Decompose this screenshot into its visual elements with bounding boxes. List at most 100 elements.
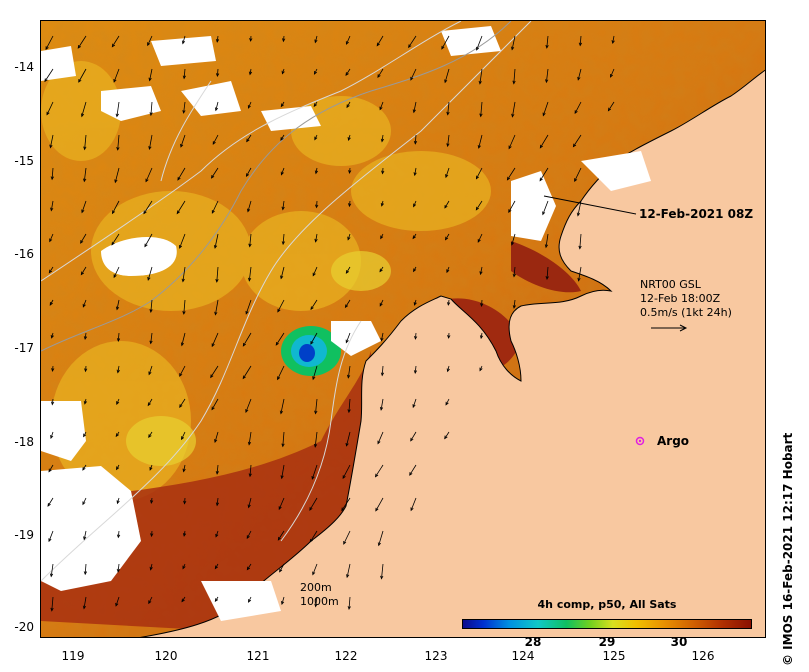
current-vector <box>49 233 54 242</box>
current-vector <box>150 299 153 313</box>
current-vector-head <box>80 271 85 276</box>
current-vector <box>481 299 483 307</box>
current-vector-head <box>180 342 185 347</box>
current-vector-head <box>147 402 151 407</box>
current-vector-head <box>279 410 284 415</box>
current-vector <box>345 332 351 343</box>
current-vector-head <box>246 138 250 143</box>
current-vector <box>179 398 186 408</box>
current-vector-head <box>309 538 313 543</box>
current-vector-head <box>44 78 48 83</box>
current-vector <box>278 497 285 510</box>
current-vector-head <box>248 473 252 478</box>
current-vector-head <box>545 79 549 84</box>
current-vector-head <box>343 541 347 545</box>
current-vector-head <box>210 374 214 379</box>
current-vector <box>375 464 384 477</box>
current-vector-head <box>444 204 448 209</box>
current-vector-head <box>381 170 385 175</box>
current-vector-head <box>314 39 318 44</box>
current-vector-head <box>242 342 247 347</box>
current-vector <box>116 101 120 117</box>
current-vector <box>81 101 87 117</box>
current-vector-head <box>247 441 252 446</box>
current-vector-head <box>542 112 546 117</box>
current-vector <box>444 431 450 439</box>
current-vector <box>414 167 417 176</box>
current-vector-head <box>374 473 379 478</box>
current-vector <box>413 200 417 207</box>
current-vector-head <box>211 343 215 348</box>
current-vector <box>444 68 450 83</box>
current-vector-head <box>346 574 350 579</box>
current-vector <box>346 431 351 446</box>
current-vector <box>144 233 153 247</box>
current-vector-head <box>511 46 515 51</box>
current-vector-head <box>83 400 88 405</box>
current-vector-head <box>412 404 416 409</box>
current-vector-head <box>115 306 120 311</box>
current-vector-head <box>377 440 381 445</box>
current-vector <box>375 497 384 511</box>
current-vector-head <box>111 43 116 48</box>
current-vector <box>508 200 516 213</box>
current-vector-head <box>280 103 285 108</box>
current-vector-head <box>82 466 86 471</box>
current-vector-head <box>477 239 481 243</box>
current-vector-head <box>348 203 352 208</box>
current-vector <box>410 497 417 511</box>
current-vector <box>149 134 153 150</box>
current-vector-head <box>148 434 152 438</box>
current-vector <box>480 266 483 275</box>
current-vector <box>513 266 516 277</box>
current-vector-head <box>116 369 120 374</box>
warm-bay <box>511 241 581 293</box>
current-vector-head <box>445 401 449 406</box>
current-vector-head <box>181 598 185 603</box>
current-vector-head <box>577 76 581 81</box>
current-vector-head <box>50 435 54 439</box>
current-vector-head <box>149 309 153 314</box>
current-vector <box>45 35 54 50</box>
current-vector-head <box>477 145 481 149</box>
sst-map[interactable] <box>40 20 766 638</box>
current-vector-head <box>345 339 349 344</box>
current-vector-head <box>84 368 88 373</box>
current-vector <box>182 35 186 44</box>
current-vector <box>512 101 516 117</box>
current-vector-head <box>215 470 219 475</box>
current-vector <box>579 35 582 46</box>
current-vector-head <box>213 245 218 249</box>
current-vector <box>248 266 252 281</box>
current-vector-head <box>380 337 384 342</box>
current-vector <box>216 35 219 42</box>
current-vector-head <box>413 302 417 306</box>
current-vector-head <box>379 268 383 273</box>
current-vector-head <box>116 568 121 573</box>
current-vector <box>476 167 483 179</box>
current-vector-head <box>479 335 484 340</box>
current-vector <box>214 431 219 443</box>
current-vector <box>574 101 582 114</box>
current-vector <box>381 332 384 341</box>
current-vector <box>414 365 417 374</box>
current-vector-head <box>51 368 55 372</box>
current-vector-head <box>347 137 351 141</box>
current-vector <box>348 596 351 610</box>
cool-spot <box>281 326 341 376</box>
current-vector-head <box>446 368 450 373</box>
current-vector-head <box>345 270 350 274</box>
current-vector-head <box>50 607 54 612</box>
cloud-gaps <box>41 26 651 621</box>
current-vector <box>378 530 384 546</box>
current-vector <box>281 167 285 175</box>
current-vector-head <box>182 468 186 473</box>
current-vector <box>83 530 87 540</box>
current-vector-head <box>539 177 543 182</box>
current-vector <box>277 530 285 541</box>
current-vector-head <box>148 371 152 376</box>
current-vector-head <box>148 146 152 151</box>
current-vector <box>48 464 54 472</box>
current-vector-head <box>116 534 121 539</box>
current-vector <box>111 35 120 47</box>
